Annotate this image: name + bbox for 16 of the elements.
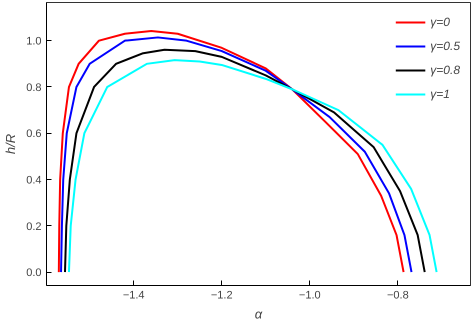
y-tick-label: 0.6 [26,128,42,140]
y-tick-label: 0.2 [26,220,42,233]
x-tick-label: −0.8 [386,290,409,302]
y-tick-label: 0.4 [26,174,42,187]
y-tick-label: 0.8 [26,82,42,94]
x-tick-label: −1.4 [122,290,145,302]
legend-label: γ=0 [430,15,450,29]
x-axis-title: α [254,306,263,322]
y-tick-label: 1.0 [26,36,42,48]
legend-label: γ=0.5 [430,39,460,53]
legend-label: γ=0.8 [430,63,460,77]
y-axis-title: h/R [3,134,18,154]
y-tick-label: 0.0 [26,267,42,280]
x-tick-label: −1.2 [210,290,233,302]
legend-label: γ=1 [430,87,450,101]
x-tick-label: −1.0 [298,290,321,302]
